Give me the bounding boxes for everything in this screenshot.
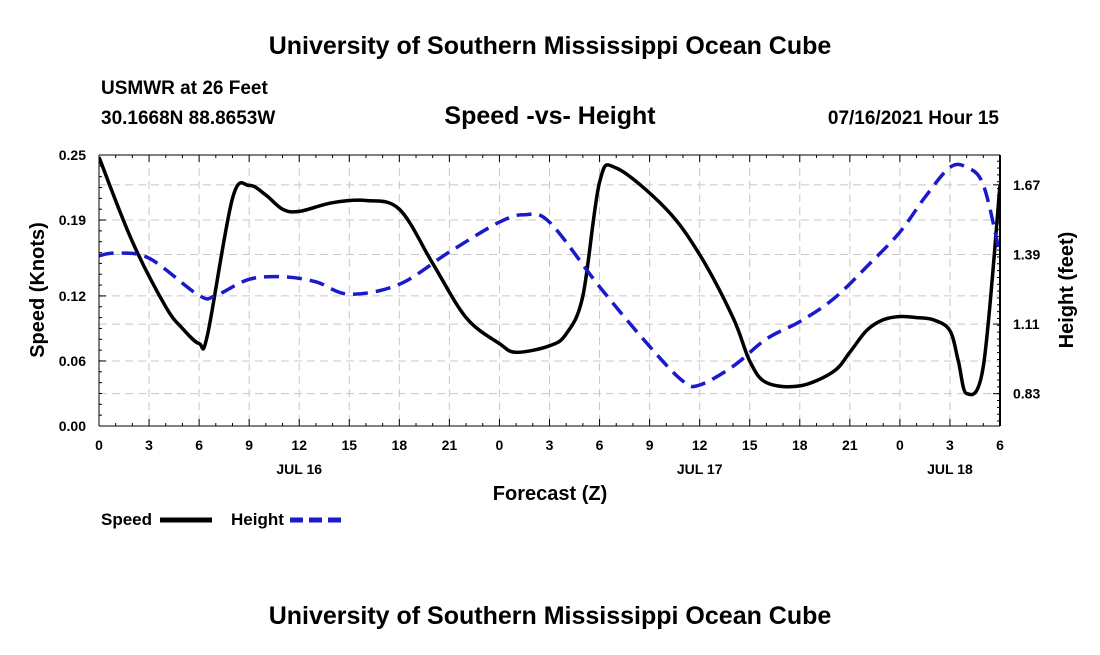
x-tick-label: 15 xyxy=(341,437,357,453)
x-tick-label: 18 xyxy=(792,437,808,453)
y-axis-title: Speed (Knots) xyxy=(27,222,49,358)
x-tick-label: 12 xyxy=(692,437,708,453)
x-tick-label: 21 xyxy=(842,437,858,453)
legend-height-label: Height xyxy=(231,510,284,529)
forecast-datetime: 07/16/2021 Hour 15 xyxy=(828,108,1000,129)
y2-tick-label: 1.39 xyxy=(1013,246,1040,262)
x-tick-label: 12 xyxy=(291,437,307,453)
grid-lines xyxy=(99,155,1000,426)
chart-main-title: University of Southern Mississippi Ocean… xyxy=(269,32,832,60)
x-tick-label: 3 xyxy=(546,437,554,453)
x-tick-label: 6 xyxy=(195,437,203,453)
date-label: JUL 17 xyxy=(677,461,723,477)
x-tick-label: 9 xyxy=(646,437,654,453)
date-label: JUL 16 xyxy=(276,461,322,477)
station-coords: 30.1668N 88.8653W xyxy=(101,108,275,129)
y-tick-label: 0.00 xyxy=(59,418,86,434)
speed-series-line xyxy=(99,156,1000,397)
y2-tick-label: 0.83 xyxy=(1013,386,1040,402)
plot-frame xyxy=(98,154,1001,427)
y-tick-label: 0.19 xyxy=(59,212,86,228)
x-tick-label: 6 xyxy=(596,437,604,453)
y2-axis-title: Height (feet) xyxy=(1056,232,1078,349)
station-label: USMWR at 26 Feet xyxy=(101,78,268,99)
x-axis-title: Forecast (Z) xyxy=(493,483,607,505)
footer-title: University of Southern Mississippi Ocean… xyxy=(269,602,832,630)
x-tick-label: 6 xyxy=(996,437,1004,453)
chart-subtitle: Speed -vs- Height xyxy=(444,102,656,130)
x-tick-label: 0 xyxy=(496,437,504,453)
date-label: JUL 18 xyxy=(927,461,973,477)
tick-labels: 0 3 6 9 12 15 18 21 0 3 6 9 12 15 18 21 0 3 6 JUL 16 JUL 17 J… xyxy=(59,147,1041,477)
x-tick-label: 0 xyxy=(896,437,904,453)
x-tick-label: 0 xyxy=(95,437,103,453)
y-tick-label: 0.06 xyxy=(59,353,86,369)
series-lines xyxy=(99,156,1000,397)
legend: Speed Height xyxy=(101,510,342,529)
x-tick-label: 3 xyxy=(946,437,954,453)
x-tick-label: 18 xyxy=(392,437,408,453)
x-tick-label: 3 xyxy=(145,437,153,453)
legend-speed-label: Speed xyxy=(101,510,152,529)
x-tick-label: 21 xyxy=(442,437,458,453)
y2-tick-label: 1.67 xyxy=(1013,177,1040,193)
x-tick-label: 15 xyxy=(742,437,758,453)
y-tick-label: 0.12 xyxy=(59,288,86,304)
height-series-line xyxy=(99,162,1000,389)
y2-tick-label: 1.11 xyxy=(1013,316,1040,332)
x-tick-label: 9 xyxy=(245,437,253,453)
y-tick-label: 0.25 xyxy=(59,147,86,163)
